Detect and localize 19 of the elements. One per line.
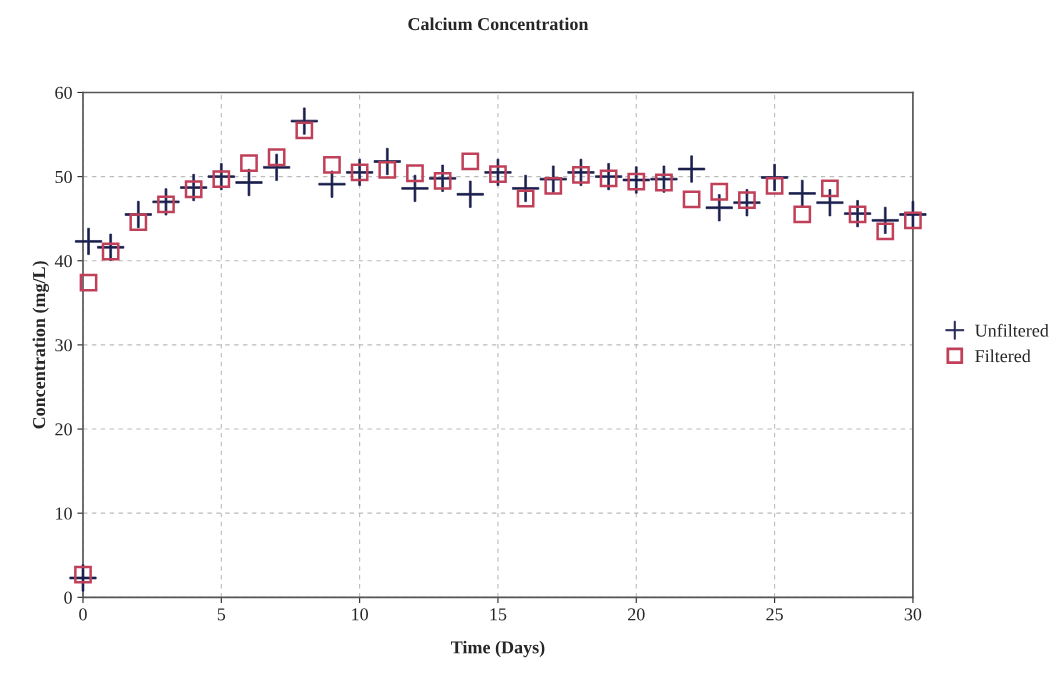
x-tick-label: 10 bbox=[352, 608, 368, 621]
y-axis-title: Concentration (mg/L) bbox=[32, 261, 49, 429]
legend-label: Unfiltered bbox=[975, 323, 1049, 337]
y-tick-label: 0 bbox=[64, 591, 72, 604]
chart-title: Calcium Concentration bbox=[408, 17, 589, 31]
legend-label: Filtered bbox=[975, 349, 1031, 363]
y-tick-label: 40 bbox=[54, 255, 72, 268]
x-tick-label: 5 bbox=[217, 608, 226, 621]
y-tick-label: 30 bbox=[55, 339, 72, 352]
x-tick-label: 0 bbox=[79, 608, 87, 621]
y-tick-label: 60 bbox=[55, 86, 72, 99]
x-tick-label: 30 bbox=[904, 608, 922, 621]
x-tick-label: 25 bbox=[766, 608, 783, 621]
x-tick-label: 15 bbox=[490, 608, 507, 621]
y-tick-label: 20 bbox=[55, 423, 72, 436]
x-tick-label: 20 bbox=[628, 608, 645, 621]
y-tick-label: 50 bbox=[55, 170, 72, 184]
y-tick-label: 10 bbox=[56, 507, 72, 520]
x-axis-title: Time (Days) bbox=[451, 640, 545, 658]
